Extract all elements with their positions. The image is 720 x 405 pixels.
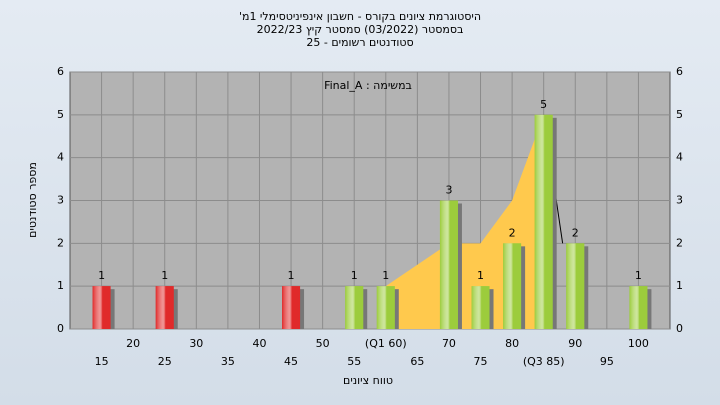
y-tick-label: 4: [57, 151, 64, 164]
x-tick-label: 75: [474, 355, 488, 368]
x-tick-label: 70: [442, 337, 456, 350]
x-tick-label: 20: [126, 337, 140, 350]
bar: [629, 286, 648, 329]
value-label: 1: [351, 269, 358, 282]
y-tick-label-right: 1: [676, 279, 683, 292]
y-tick-label: 0: [57, 322, 64, 335]
value-label: 3: [445, 184, 452, 197]
bar: [376, 286, 395, 329]
y-tick-label: 3: [57, 194, 64, 207]
y-tick-label-right: 2: [676, 236, 683, 249]
value-label: 1: [382, 269, 389, 282]
bar: [471, 286, 490, 329]
y-tick-label-right: 3: [676, 194, 683, 207]
y-tick-label-right: 6: [676, 65, 683, 78]
x-tick-label: 65: [410, 355, 424, 368]
bar: [92, 286, 111, 329]
x-tick-label: 95: [600, 355, 614, 368]
value-label: 2: [509, 226, 516, 239]
y-tick-label: 5: [57, 108, 64, 121]
bar: [566, 243, 585, 329]
value-label: 1: [477, 269, 484, 282]
x-axis-title: טווח ציונים: [343, 374, 393, 387]
y-tick-label-right: 5: [676, 108, 683, 121]
y-tick-label-right: 4: [676, 151, 683, 164]
chart-subtitle: סטודנטים רשומים - 25: [306, 36, 413, 49]
value-label: 5: [540, 98, 547, 111]
y-tick-label: 1: [57, 279, 64, 292]
x-tick-label: 50: [316, 337, 330, 350]
value-label: 1: [98, 269, 105, 282]
y-tick-label: 2: [57, 236, 64, 249]
y-tick-label: 6: [57, 65, 64, 78]
chart-subtitle: בסמסטר (03/2022) סמסטר קיץ 2022/23: [257, 23, 464, 36]
x-tick-label: 30: [189, 337, 203, 350]
y-tick-label-right: 0: [676, 322, 683, 335]
x-tick-label: 35: [221, 355, 235, 368]
x-tick-label: 55: [347, 355, 361, 368]
x-tick-label: 15: [95, 355, 109, 368]
bar: [345, 286, 364, 329]
bar: [439, 200, 458, 329]
x-tick-label: 80: [505, 337, 519, 350]
bar: [155, 286, 174, 329]
x-tick-label: (Q1 60): [365, 337, 407, 350]
bar: [503, 243, 522, 329]
value-label: 1: [161, 269, 168, 282]
x-tick-label: 40: [252, 337, 266, 350]
x-tick-label: (Q3 85): [523, 355, 565, 368]
annotation: במשימה : Final_A: [324, 79, 412, 92]
bar: [282, 286, 301, 329]
y-axis-title: מספר סטודנטים: [26, 162, 39, 238]
value-label: 1: [635, 269, 642, 282]
bar: [534, 114, 553, 329]
x-tick-label: 25: [158, 355, 172, 368]
x-tick-label: 100: [628, 337, 649, 350]
x-tick-label: 90: [568, 337, 582, 350]
value-label: 2: [572, 226, 579, 239]
x-tick-label: 45: [284, 355, 298, 368]
value-label: 1: [288, 269, 295, 282]
chart-title: היסטוגרמת ציונים בקורס - חשבון אינפיניטס…: [239, 10, 481, 23]
